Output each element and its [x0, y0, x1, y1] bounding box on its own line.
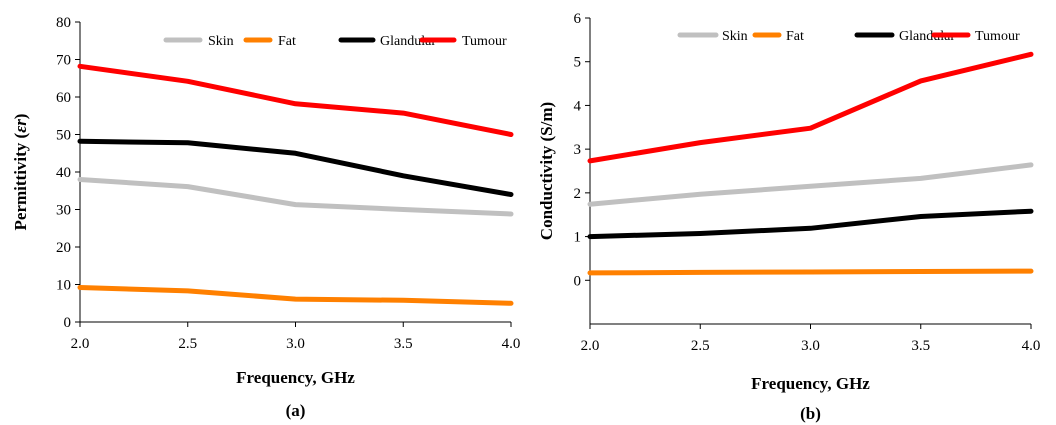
series-line-tumour [587, 51, 1034, 164]
y-tick-label: 50 [56, 128, 71, 144]
x-tick-label: 3.5 [394, 336, 413, 352]
chart-panel-b: 0 1 2 3 4 5 6 2.0 2.5 3.0 3.5 4.0 Frequency, GHz Cond… [537, 11, 1040, 423]
x-tick-label: 3.5 [911, 338, 930, 354]
x-tick-label: 3.0 [286, 336, 305, 352]
panel-label: (a) [286, 401, 306, 420]
series-line-skin [77, 177, 514, 217]
series-line-skin [587, 162, 1034, 207]
y-tick-label: 0 [64, 315, 72, 331]
y-tick-label: 5 [574, 55, 582, 71]
y-tick-label: 40 [56, 165, 71, 181]
y-axis-label-text: Conductivity (S/m) [537, 102, 556, 240]
legend-label-skin: Skin [208, 34, 234, 49]
y-axis-label-close: ) [11, 114, 30, 120]
y-tick-label: 1 [574, 230, 582, 246]
legend-label-tumour: Tumour [462, 34, 507, 49]
x-tick-label: 3.0 [801, 338, 820, 354]
y-axis-label-symbol: εr [11, 119, 30, 133]
series-line-fat [587, 268, 1034, 276]
legend-label-fat: Fat [786, 29, 804, 44]
y-axis-label: Permittivity (εr) [11, 114, 30, 231]
y-tick-label: 80 [56, 15, 71, 31]
x-axis-label: Frequency, GHz [236, 368, 355, 387]
y-tick-label: 30 [56, 203, 71, 219]
chart-panel-a: 0 10 20 30 40 50 60 70 80 2.0 2.5 3.0 3.5 4.0 Frequenc… [11, 15, 520, 420]
legend-label-tumour: Tumour [975, 29, 1020, 44]
y-axis-label: Conductivity (S/m) [537, 102, 556, 240]
legend-label-fat: Fat [278, 34, 296, 49]
series-line-fat [77, 285, 514, 306]
y-tick-label: 4 [574, 98, 582, 114]
x-tick-label: 2.0 [71, 336, 90, 352]
y-axis-label-text: Permittivity ( [11, 132, 30, 230]
x-tick-label: 2.0 [581, 338, 600, 354]
y-tick-label: 70 [56, 53, 71, 69]
series-line-tumour [77, 63, 514, 137]
x-tick-label: 2.5 [178, 336, 197, 352]
x-tick-label: 2.5 [691, 338, 710, 354]
y-tick-label: 2 [574, 186, 582, 202]
y-tick-label: 10 [56, 278, 71, 294]
y-tick-label: 0 [574, 273, 582, 289]
y-tick-label: 60 [56, 90, 71, 106]
y-tick-label: 20 [56, 240, 71, 256]
y-tick-label: 3 [574, 142, 582, 158]
panel-label: (b) [800, 404, 821, 423]
x-axis-label: Frequency, GHz [751, 374, 870, 393]
series-line-glandular [587, 208, 1034, 240]
y-tick-label: 6 [574, 11, 582, 27]
x-tick-label: 4.0 [1022, 338, 1041, 354]
x-tick-label: 4.0 [502, 336, 521, 352]
legend-label-skin: Skin [722, 29, 748, 44]
series-line-glandular [77, 138, 514, 197]
